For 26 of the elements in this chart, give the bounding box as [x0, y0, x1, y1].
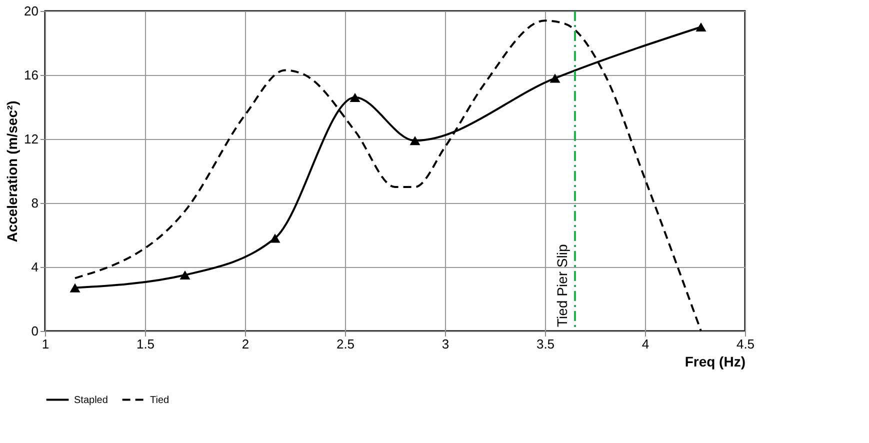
x-tick-label: 1 — [42, 336, 50, 352]
ref-line-label: Tied Pier Slip — [554, 244, 570, 327]
legend-label: Stapled — [74, 394, 108, 406]
y-tick-label: 8 — [31, 196, 38, 210]
legend-label: Tied — [150, 394, 170, 406]
x-tick-label: 3 — [442, 336, 450, 352]
point — [696, 22, 706, 32]
y-tick-label: 12 — [24, 132, 38, 146]
x-tick-label: 4 — [642, 336, 650, 352]
point — [550, 74, 560, 83]
x-tick-label: 2 — [242, 336, 250, 352]
point — [180, 270, 190, 280]
x-tick-label: 2.5 — [336, 336, 355, 352]
y-tick-label: 0 — [31, 324, 38, 338]
y-tick-label: 20 — [24, 4, 38, 18]
y-tick-label: 16 — [24, 68, 38, 82]
x-tick-label: 1.5 — [136, 336, 155, 352]
y-tick-label: 4 — [31, 260, 38, 274]
y-axis-title: Acceleration (m/sec²) — [4, 100, 20, 242]
point — [70, 283, 80, 292]
point — [410, 136, 420, 146]
x-tick-label: 3.5 — [536, 336, 555, 352]
x-axis-title: Freq (Hz) — [684, 354, 746, 370]
x-tick-label: 4.5 — [736, 336, 755, 352]
point — [350, 92, 360, 102]
point — [270, 234, 280, 243]
